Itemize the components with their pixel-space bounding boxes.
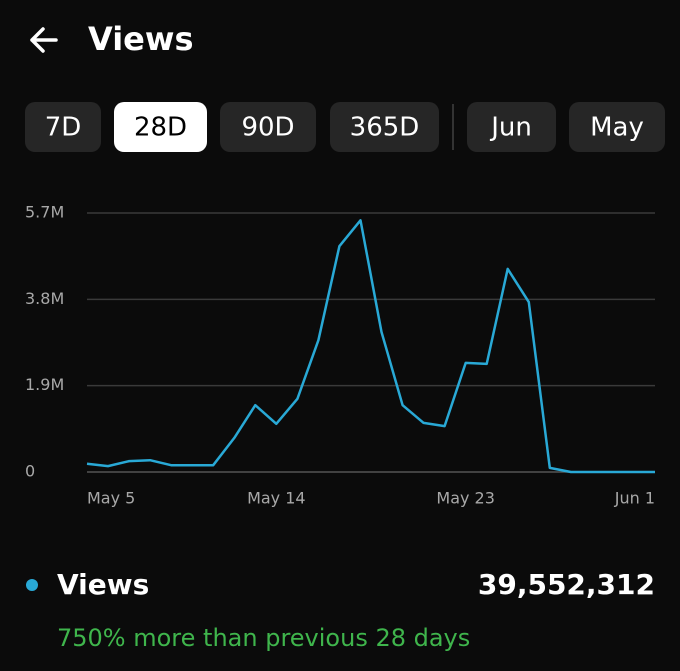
tab-label[interactable]: 90D <box>241 113 294 143</box>
legend-label: Views <box>57 568 149 601</box>
legend-dot <box>26 579 38 591</box>
tab-background[interactable] <box>467 102 556 152</box>
tab[interactable]: 28D <box>114 102 207 152</box>
tab-background[interactable] <box>569 102 665 152</box>
comparison-text: 750% more than previous 28 days <box>57 624 470 652</box>
y-tick-label: 0 <box>25 462 35 481</box>
total-views: 39,552,312 <box>478 568 655 601</box>
y-tick-label: 3.8M <box>25 289 64 308</box>
tab-background[interactable] <box>330 102 439 152</box>
tab-background[interactable] <box>114 102 207 152</box>
x-tick-label: Jun 1 <box>614 489 655 508</box>
page-title: Views <box>88 20 193 58</box>
tab[interactable]: 90D <box>220 102 316 152</box>
tab[interactable]: 7D <box>25 102 101 152</box>
x-tick-label: May 5 <box>87 489 135 508</box>
tab-bar: 7D 28D 90D 365D Jun May <box>25 102 665 152</box>
tab[interactable]: Jun <box>467 102 556 152</box>
back-arrow[interactable] <box>30 27 58 53</box>
tab-label[interactable]: 28D <box>134 113 187 143</box>
y-tick-label: 5.7M <box>25 203 64 222</box>
x-tick-label: May 14 <box>247 489 306 508</box>
x-tick-label: May 23 <box>436 489 495 508</box>
tab[interactable]: 365D <box>330 102 439 152</box>
data-line <box>86 219 655 474</box>
tab-label[interactable]: 365D <box>350 113 420 143</box>
tab-background[interactable] <box>25 102 101 152</box>
tab-label[interactable]: May <box>590 113 644 143</box>
tab-label[interactable]: Jun <box>489 113 532 143</box>
y-tick-label: 1.9M <box>25 375 64 394</box>
tab-background[interactable] <box>220 102 316 152</box>
back-button[interactable] <box>30 27 58 53</box>
tab[interactable]: May <box>569 102 665 152</box>
chart: 0 1.9M 3.8M 5.7M May 5 May 14 May 23 Jun 1 <box>25 203 655 508</box>
tab-label[interactable]: 7D <box>45 113 82 143</box>
